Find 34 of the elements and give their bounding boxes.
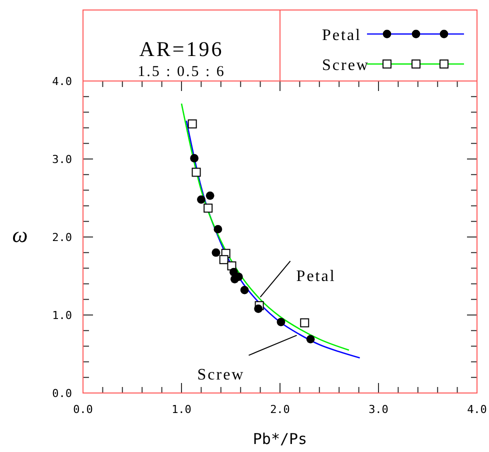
point (206, 191, 214, 200)
annotation: Petal (296, 268, 336, 286)
point (188, 119, 197, 128)
chart-title: AR=196 (139, 37, 224, 61)
y-tick-label: 3.0 (52, 153, 72, 166)
x-axis-title: Pb*/Ps (252, 430, 308, 448)
y-tick-label: 2.0 (52, 231, 72, 244)
y-axis-title: ω (12, 222, 28, 247)
line-series (180, 102, 350, 351)
y-tick-label: 1.0 (52, 309, 72, 322)
point (276, 318, 286, 326)
point (197, 195, 206, 204)
legend-label: Petal (322, 27, 362, 44)
point (192, 168, 201, 177)
x-tick-label: 2.0 (270, 403, 290, 416)
point (300, 318, 310, 328)
point (204, 204, 213, 213)
x-tick-label: 0.0 (73, 403, 93, 416)
point (214, 225, 222, 234)
x-tick-label: 3.0 (368, 403, 388, 416)
x-tick-label: 4.0 (467, 403, 487, 416)
point (254, 304, 263, 313)
point (219, 255, 228, 264)
x-tick-label: 1.0 (172, 403, 192, 416)
point (240, 286, 249, 294)
point (212, 248, 220, 257)
point (306, 334, 315, 344)
y-tick-label: 4.0 (52, 75, 72, 88)
point (190, 154, 199, 162)
legend-label: Screw (322, 57, 370, 74)
line-series (186, 120, 360, 359)
annotation: Screw (197, 366, 245, 384)
y-tick-label: 0.0 (52, 387, 72, 400)
chart-subtitle: 1.5 : 0.5 : 6 (138, 64, 226, 80)
